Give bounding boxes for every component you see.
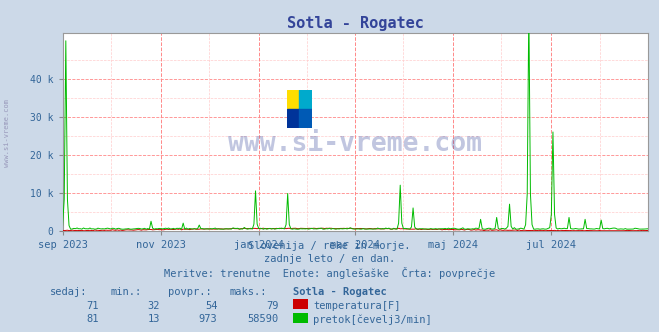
Text: povpr.:: povpr.: [168, 287, 212, 297]
Text: 58590: 58590 [248, 314, 279, 324]
Text: sedaj:: sedaj: [49, 287, 87, 297]
Text: 32: 32 [148, 301, 160, 311]
Text: 71: 71 [86, 301, 99, 311]
Text: zadnje leto / en dan.: zadnje leto / en dan. [264, 254, 395, 264]
Text: 81: 81 [86, 314, 99, 324]
Text: Meritve: trenutne  Enote: anglešaške  Črta: povprečje: Meritve: trenutne Enote: anglešaške Črta… [164, 267, 495, 279]
Text: 54: 54 [205, 301, 217, 311]
Text: 973: 973 [199, 314, 217, 324]
Text: maks.:: maks.: [229, 287, 267, 297]
Bar [299, 109, 312, 128]
Text: pretok[čevelj3/min]: pretok[čevelj3/min] [313, 314, 432, 325]
Text: temperatura[F]: temperatura[F] [313, 301, 401, 311]
Bar [287, 90, 299, 109]
Text: min.:: min.: [111, 287, 142, 297]
Text: www.si-vreme.com: www.si-vreme.com [4, 99, 11, 167]
Bar [287, 109, 299, 128]
Title: Sotla - Rogatec: Sotla - Rogatec [287, 16, 424, 31]
Text: 13: 13 [148, 314, 160, 324]
Text: Sotla - Rogatec: Sotla - Rogatec [293, 287, 387, 297]
Text: www.si-vreme.com: www.si-vreme.com [228, 131, 482, 157]
Text: Slovenija / reke in morje.: Slovenija / reke in morje. [248, 241, 411, 251]
Bar [299, 90, 312, 109]
Text: 79: 79 [266, 301, 279, 311]
